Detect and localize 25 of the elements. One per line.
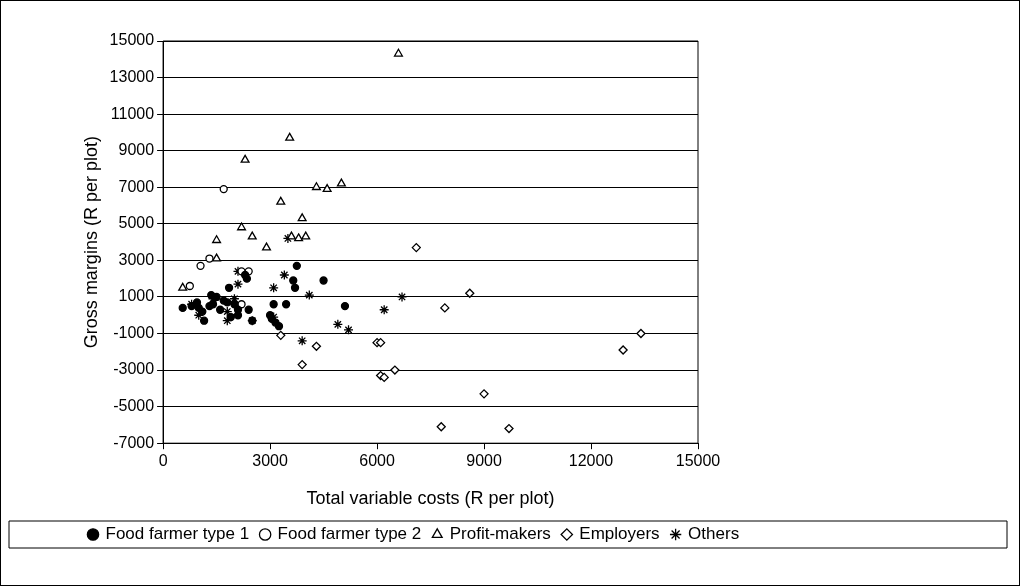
x-tick-label: 15000: [675, 452, 721, 470]
y-tick-label: 3000: [118, 250, 155, 268]
x-tick-label: 0: [158, 452, 168, 470]
x-tick-label: 6000: [359, 452, 395, 470]
y-tick-label: -7000: [113, 433, 155, 451]
x-tick-label: 9000: [466, 452, 502, 470]
y-tick-label: -5000: [113, 397, 155, 415]
legend-label: Food farmer type 1: [105, 524, 250, 544]
y-tick-label: 11000: [110, 104, 155, 122]
y-tick-label: -1000: [113, 323, 155, 341]
legend-label: Others: [688, 524, 740, 544]
y-tick-label: 1000: [118, 287, 155, 305]
x-tick-label: 12000: [568, 452, 614, 470]
legend-label: Profit-makers: [449, 524, 551, 544]
y-axis-title: Gross margins (R per plot): [80, 136, 101, 349]
y-tick-label: -3000: [113, 360, 155, 378]
x-axis-title: Total variable costs (R per plot): [306, 488, 555, 509]
legend-label: Employers: [579, 524, 660, 544]
y-tick-label: 7000: [118, 177, 155, 195]
y-tick-label: 13000: [109, 67, 155, 85]
y-tick-label: 5000: [118, 214, 155, 232]
y-tick-label: 15000: [109, 31, 155, 49]
x-tick-label: 3000: [252, 452, 288, 470]
legend-label: Food farmer type 2: [277, 524, 422, 544]
y-tick-label: 9000: [118, 141, 155, 159]
